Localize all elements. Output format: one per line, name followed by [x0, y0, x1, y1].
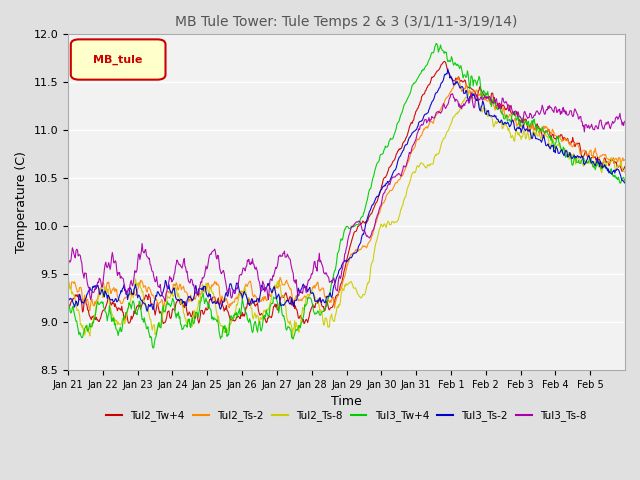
FancyBboxPatch shape — [71, 39, 166, 80]
Title: MB Tule Tower: Tule Temps 2 & 3 (3/1/11-3/19/14): MB Tule Tower: Tule Temps 2 & 3 (3/1/11-… — [175, 15, 518, 29]
Legend: Tul2_Tw+4, Tul2_Ts-2, Tul2_Ts-8, Tul3_Tw+4, Tul3_Ts-2, Tul3_Ts-8: Tul2_Tw+4, Tul2_Ts-2, Tul2_Ts-8, Tul3_Tw… — [102, 406, 591, 425]
Text: MB_tule: MB_tule — [93, 54, 143, 65]
Y-axis label: Temperature (C): Temperature (C) — [15, 151, 28, 253]
X-axis label: Time: Time — [331, 396, 362, 408]
